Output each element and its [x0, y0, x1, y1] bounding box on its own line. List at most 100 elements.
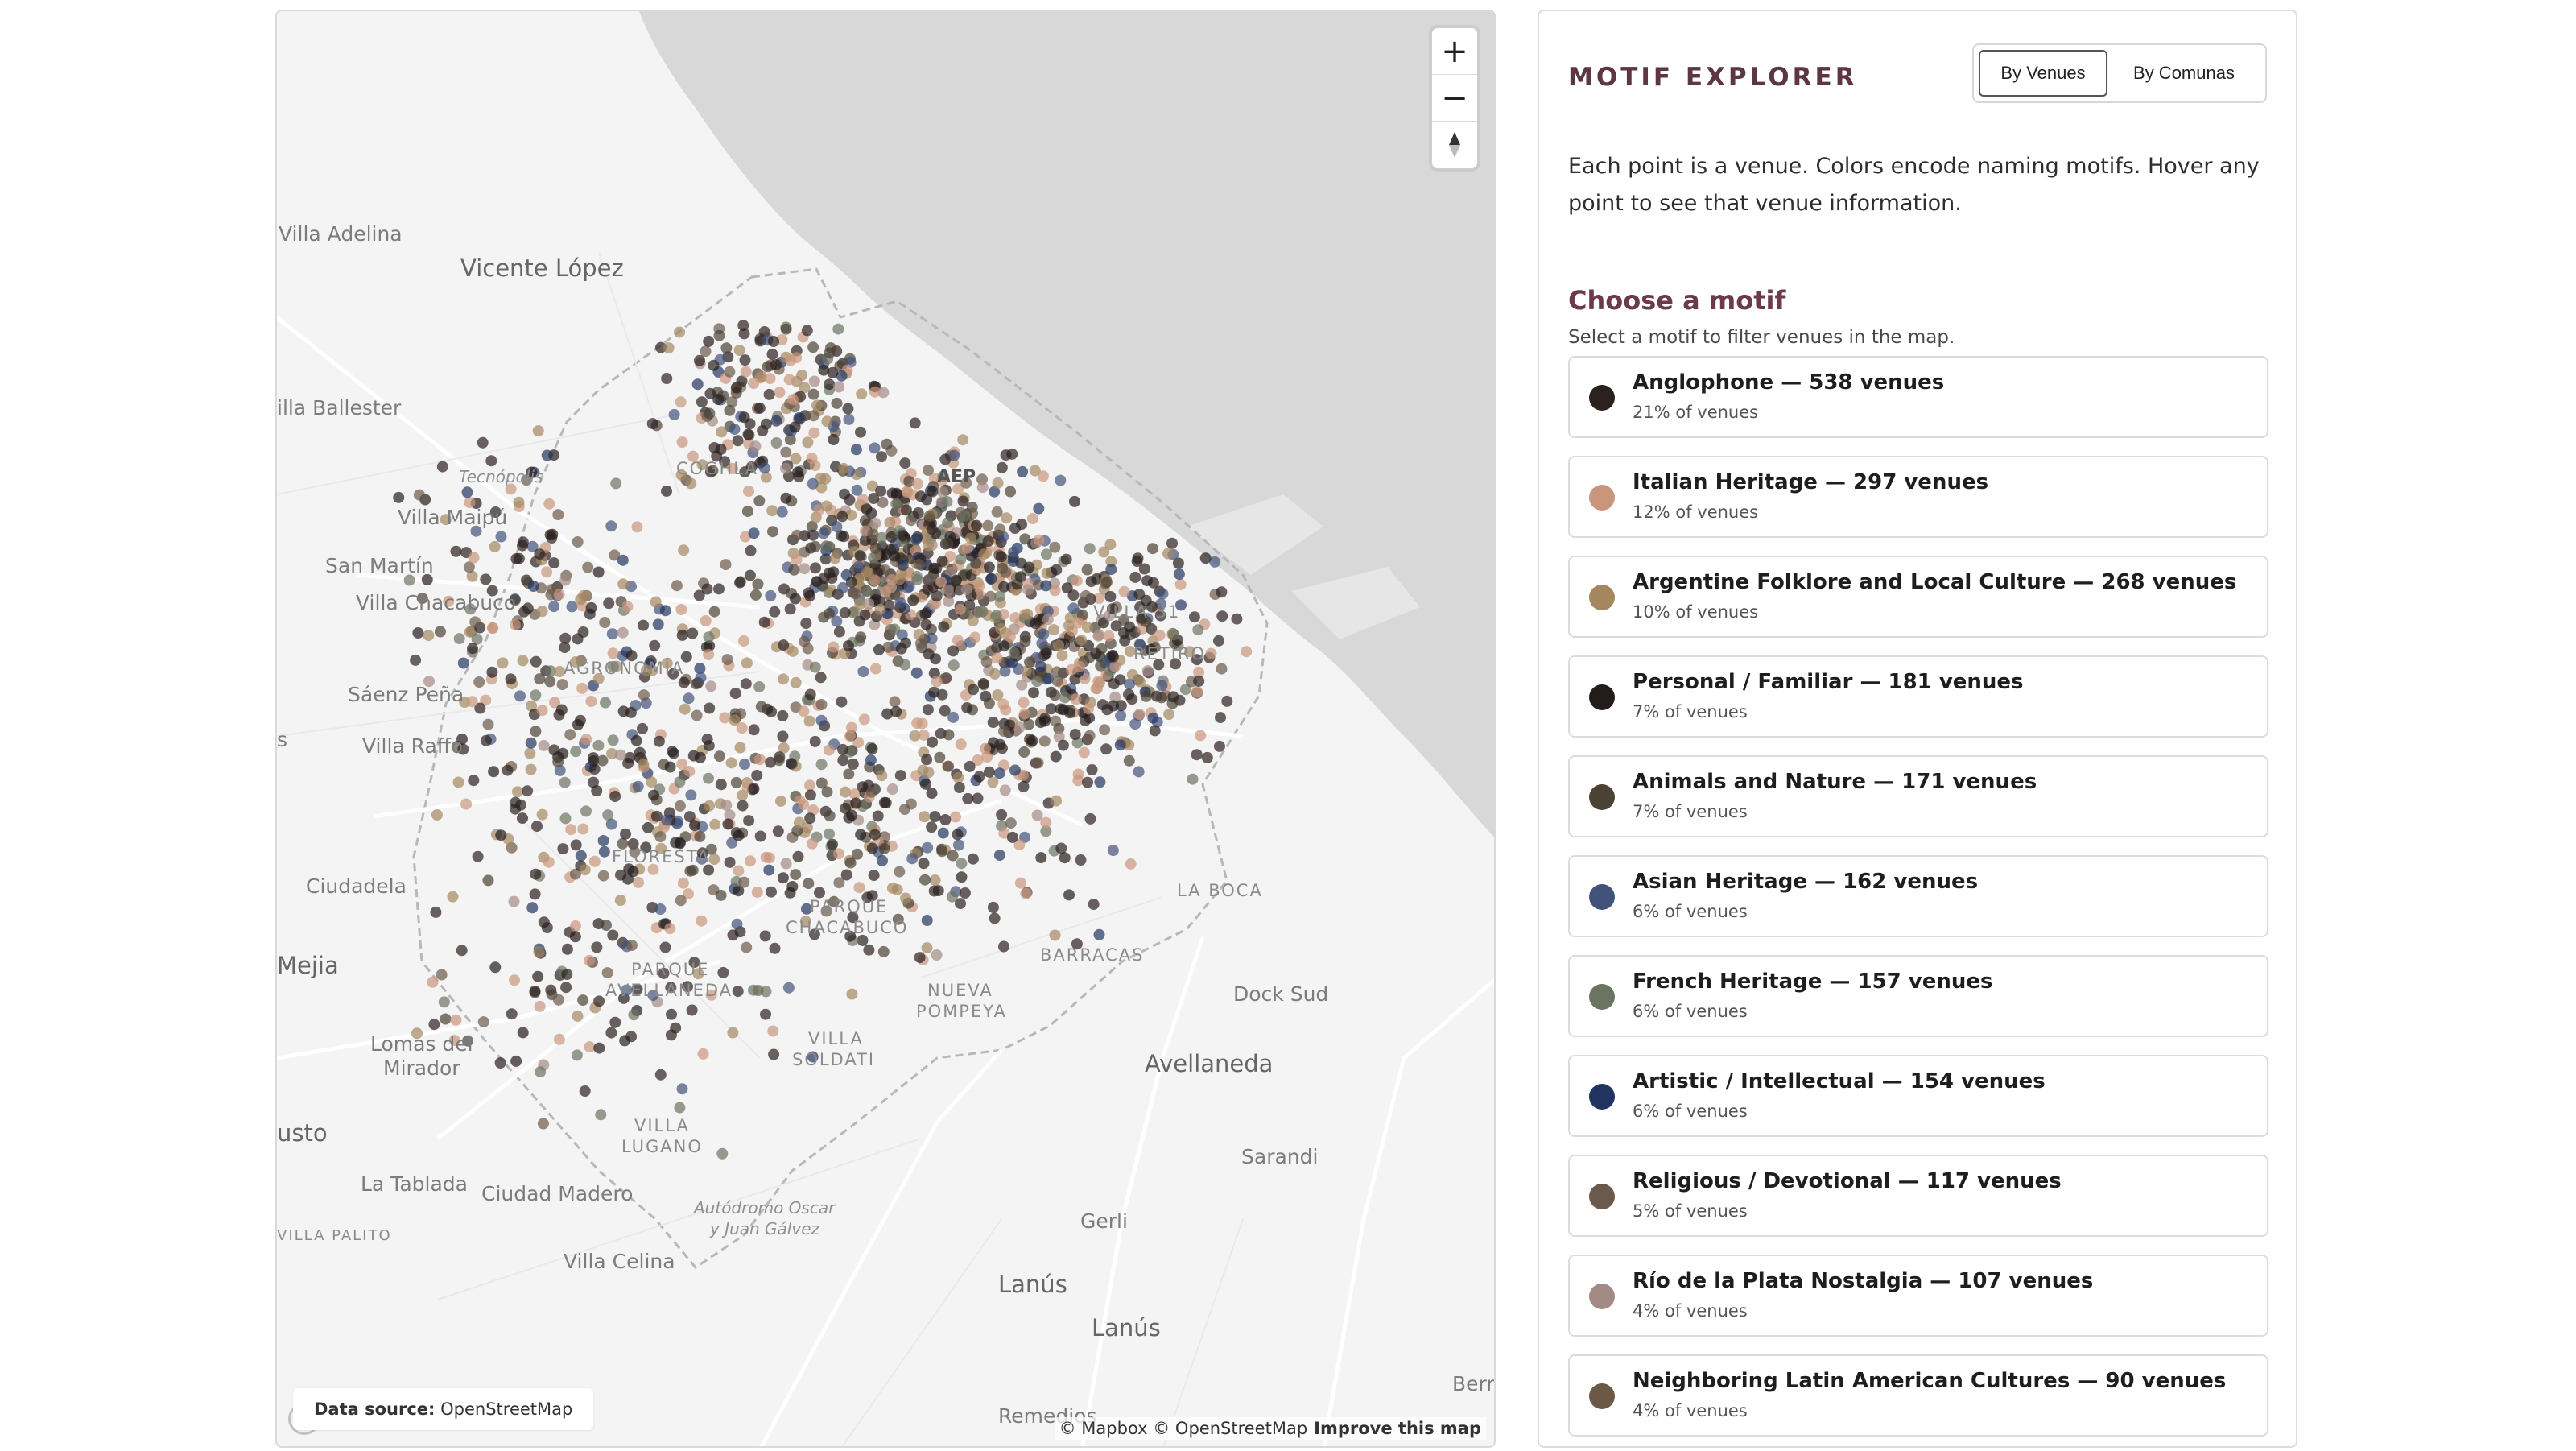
- venue-point[interactable]: [692, 968, 704, 980]
- venue-point[interactable]: [894, 866, 906, 878]
- venue-point[interactable]: [1118, 614, 1130, 626]
- venue-point[interactable]: [675, 469, 687, 481]
- venue-point[interactable]: [776, 506, 788, 518]
- venue-point[interactable]: [584, 954, 596, 966]
- venue-point[interactable]: [869, 542, 881, 554]
- venue-point[interactable]: [427, 976, 439, 988]
- venue-point[interactable]: [852, 848, 863, 860]
- venue-point[interactable]: [847, 606, 859, 618]
- venue-point[interactable]: [1013, 839, 1026, 851]
- venue-point[interactable]: [510, 796, 522, 808]
- venue-point[interactable]: [668, 408, 680, 420]
- venue-point[interactable]: [866, 480, 878, 492]
- venue-point[interactable]: [1124, 646, 1136, 658]
- venue-point[interactable]: [980, 656, 993, 668]
- venue-point[interactable]: [1020, 665, 1032, 677]
- venue-point[interactable]: [857, 493, 869, 505]
- venue-point[interactable]: [900, 504, 912, 516]
- venue-point[interactable]: [564, 729, 576, 741]
- venue-point[interactable]: [923, 510, 935, 522]
- venue-point[interactable]: [638, 619, 650, 631]
- venue-point[interactable]: [1179, 684, 1191, 696]
- venue-point[interactable]: [571, 1049, 583, 1061]
- venue-point[interactable]: [802, 436, 814, 449]
- venue-point[interactable]: [913, 559, 925, 571]
- venue-point[interactable]: [980, 742, 992, 754]
- venue-point[interactable]: [880, 586, 892, 597]
- venue-point[interactable]: [601, 920, 612, 931]
- venue-point[interactable]: [989, 912, 1001, 924]
- venue-point[interactable]: [906, 853, 919, 865]
- venue-point[interactable]: [621, 601, 634, 613]
- venue-point[interactable]: [818, 527, 830, 539]
- venue-point[interactable]: [790, 593, 801, 605]
- venue-point[interactable]: [857, 666, 869, 677]
- venue-point[interactable]: [423, 630, 435, 642]
- zoom-out-button[interactable]: −: [1432, 75, 1477, 122]
- venue-point[interactable]: [799, 382, 811, 394]
- venue-point[interactable]: [1192, 624, 1204, 636]
- venue-point[interactable]: [753, 754, 766, 766]
- venue-point[interactable]: [742, 428, 754, 440]
- venue-point[interactable]: [661, 814, 673, 826]
- venue-point[interactable]: [923, 767, 935, 779]
- venue-point[interactable]: [811, 399, 823, 411]
- venue-point[interactable]: [650, 810, 663, 822]
- venue-point[interactable]: [548, 601, 560, 613]
- venue-point[interactable]: [845, 509, 857, 521]
- venue-point[interactable]: [970, 557, 982, 569]
- venue-point[interactable]: [905, 515, 917, 527]
- venue-point[interactable]: [838, 531, 850, 543]
- venue-point[interactable]: [592, 672, 605, 684]
- venue-point[interactable]: [708, 606, 720, 618]
- venue-point[interactable]: [853, 615, 865, 627]
- venue-point[interactable]: [696, 915, 708, 927]
- venue-point[interactable]: [1038, 628, 1050, 640]
- venue-point[interactable]: [411, 1027, 423, 1040]
- venue-point[interactable]: [552, 509, 564, 521]
- venue-point[interactable]: [705, 680, 717, 692]
- venue-point[interactable]: [1024, 656, 1035, 668]
- venue-point[interactable]: [629, 846, 641, 858]
- motif-item-asian-heritage[interactable]: Asian Heritage — 162 venues 6% of venues: [1568, 855, 2268, 937]
- venue-point[interactable]: [911, 573, 923, 585]
- venue-point[interactable]: [514, 690, 526, 702]
- venue-point[interactable]: [544, 676, 556, 688]
- venue-point[interactable]: [1051, 795, 1063, 807]
- venue-point[interactable]: [538, 916, 550, 928]
- venue-point[interactable]: [983, 697, 995, 709]
- venue-point[interactable]: [1141, 665, 1154, 677]
- venue-point[interactable]: [607, 929, 619, 941]
- venue-point[interactable]: [961, 542, 973, 554]
- venue-point[interactable]: [989, 668, 1001, 680]
- venue-point[interactable]: [801, 903, 812, 915]
- venue-point[interactable]: [565, 824, 577, 836]
- venue-point[interactable]: [534, 548, 546, 560]
- venue-point[interactable]: [876, 770, 888, 782]
- venue-point[interactable]: [833, 626, 845, 638]
- venue-point[interactable]: [982, 519, 994, 531]
- venue-point[interactable]: [1133, 589, 1146, 601]
- venue-point[interactable]: [790, 676, 802, 688]
- venue-point[interactable]: [588, 763, 601, 775]
- venue-point[interactable]: [869, 386, 881, 398]
- venue-point[interactable]: [960, 477, 972, 489]
- venue-point[interactable]: [803, 878, 815, 890]
- venue-point[interactable]: [485, 455, 497, 467]
- venue-point[interactable]: [936, 845, 948, 858]
- venue-point[interactable]: [676, 759, 688, 771]
- venue-point[interactable]: [1007, 556, 1019, 568]
- venue-point[interactable]: [737, 320, 749, 332]
- venue-point[interactable]: [824, 607, 835, 619]
- venue-point[interactable]: [553, 1033, 565, 1045]
- venue-point[interactable]: [840, 786, 852, 798]
- venue-point[interactable]: [591, 941, 603, 953]
- venue-point[interactable]: [617, 554, 629, 566]
- venue-point[interactable]: [882, 641, 894, 653]
- venue-point[interactable]: [850, 444, 862, 456]
- venue-point[interactable]: [1154, 610, 1166, 622]
- venue-point[interactable]: [998, 827, 1010, 839]
- venue-point[interactable]: [456, 733, 468, 745]
- venue-point[interactable]: [837, 754, 849, 767]
- venue-point[interactable]: [640, 664, 652, 676]
